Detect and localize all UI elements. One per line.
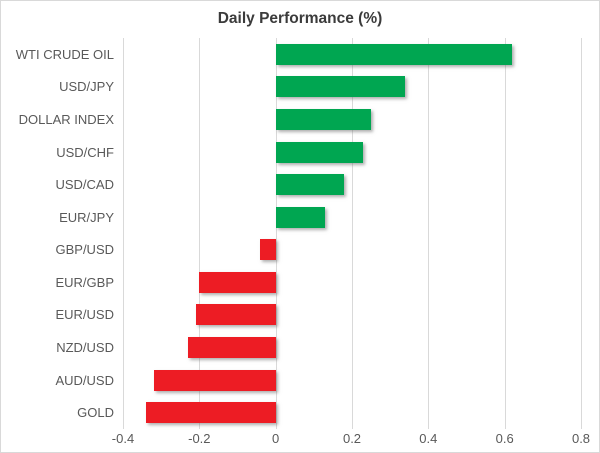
- bar-usd-jpy: [275, 76, 406, 98]
- bar-aud-usd: [153, 369, 276, 391]
- category-label: USD/CAD: [55, 177, 114, 193]
- bar-eur-gbp: [199, 271, 276, 293]
- category-label: GOLD: [77, 405, 114, 421]
- category-label: AUD/USD: [55, 372, 114, 388]
- category-label: WTI CRUDE OIL: [15, 46, 114, 62]
- bar-dollar-index: [275, 108, 372, 130]
- plot-area: [123, 38, 582, 429]
- y-axis-labels: WTI CRUDE OIL USD/JPY DOLLAR INDEX USD/CHF U…: [1, 38, 114, 429]
- gridline: [199, 38, 201, 429]
- bar-row: [123, 396, 581, 429]
- chart-title: Daily Performance (%): [217, 10, 383, 27]
- category-label: DOLLAR INDEX: [18, 111, 114, 127]
- x-axis-tick-label: 0.6: [495, 431, 514, 446]
- x-axis-tick-label: 0.4: [419, 431, 438, 446]
- category-label: EUR/USD: [55, 307, 114, 323]
- category-label: USD/CHF: [56, 144, 114, 160]
- bar-wti-crude-oil: [275, 43, 513, 65]
- gridline: [504, 38, 506, 429]
- bar-row: [123, 71, 581, 104]
- x-axis-tick-label: -0.4: [111, 431, 135, 446]
- gridline: [428, 38, 430, 429]
- bar-row: [123, 234, 581, 267]
- bar-eur-usd: [195, 304, 276, 326]
- bar-row: [123, 266, 581, 299]
- bar-row: [123, 38, 581, 71]
- bar-row: [123, 103, 581, 136]
- bar-eur-jpy: [275, 206, 326, 228]
- bar-row: [123, 299, 581, 332]
- category-label: EUR/JPY: [59, 209, 114, 225]
- x-axis-tick-label: 0: [272, 431, 280, 446]
- bar-row: [123, 168, 581, 201]
- gridline: [275, 38, 277, 429]
- bar-nzd-usd: [187, 337, 276, 359]
- bar-gbp-usd: [260, 239, 276, 261]
- bar-usd-cad: [275, 174, 345, 196]
- category-label: USD/JPY: [59, 79, 114, 95]
- x-axis-ticks: -0.4 -0.2 0 0.2 0.4 0.6 0.8: [112, 431, 590, 449]
- bar-row: [123, 136, 581, 169]
- bar-gold: [145, 402, 276, 424]
- category-label: GBP/USD: [55, 242, 114, 258]
- x-axis-tick-label: -0.2: [188, 431, 211, 446]
- x-axis-tick-label: 0.8: [571, 431, 591, 446]
- x-axis-tick-label: 0.2: [342, 431, 362, 446]
- bar-row: [123, 331, 581, 364]
- bar-row: [123, 364, 581, 397]
- bar-usd-chf: [275, 141, 364, 163]
- bar-row: [123, 201, 581, 234]
- gridline: [581, 38, 582, 429]
- gridline: [352, 38, 353, 429]
- gridline: [123, 38, 124, 429]
- category-label: NZD/USD: [56, 340, 114, 356]
- category-label: EUR/GBP: [55, 274, 114, 290]
